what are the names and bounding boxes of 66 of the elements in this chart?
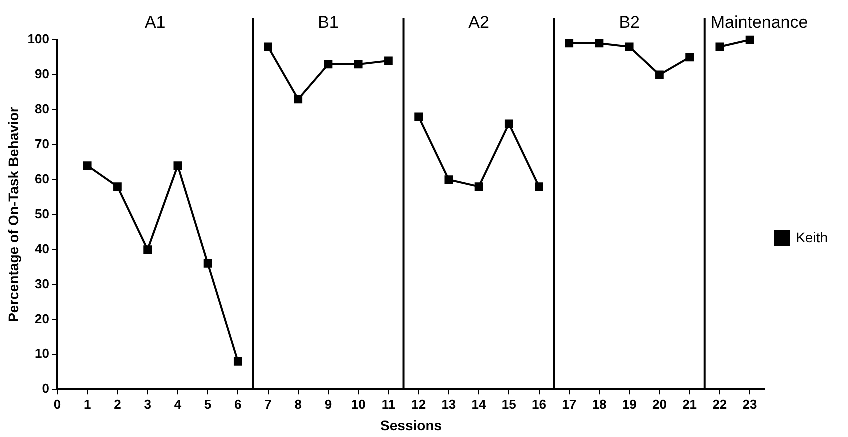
x-tick-label: 18 <box>592 396 607 412</box>
x-tick-label: 23 <box>742 396 758 412</box>
y-tick-label: 50 <box>35 206 50 222</box>
x-tick-label: 20 <box>652 396 667 412</box>
x-tick-label: 15 <box>502 396 516 412</box>
point <box>324 60 333 69</box>
y-axis-title: Percentage of On-Task Behavior <box>5 106 22 322</box>
point <box>83 162 92 170</box>
point <box>384 56 393 66</box>
point <box>656 70 664 80</box>
text: A2 <box>468 13 490 32</box>
point <box>716 42 724 52</box>
x-tick-label: 17 <box>562 396 577 412</box>
point <box>354 60 363 69</box>
text: B1 <box>318 13 339 32</box>
x-tick-label: 3 <box>144 396 152 412</box>
y-tick-label: 70 <box>35 136 50 152</box>
x-axis-title: Sessions <box>380 417 442 434</box>
point <box>414 112 423 122</box>
point <box>565 39 574 48</box>
y-tick-label: 10 <box>35 346 50 362</box>
x-tick-label: 9 <box>324 396 332 412</box>
point <box>686 53 694 62</box>
x-tick-label: 8 <box>294 396 302 412</box>
x-tick-label: 5 <box>204 396 212 412</box>
y-tick-label: 60 <box>35 171 50 186</box>
x-tick-label: 6 <box>234 396 242 412</box>
point <box>294 95 303 104</box>
legend-label: Keith <box>796 229 828 246</box>
point <box>234 357 242 366</box>
y-tick-label: 90 <box>35 66 50 82</box>
y-tick-label: 0 <box>42 381 50 396</box>
x-tick-label: 21 <box>682 396 698 412</box>
x-tick-label: 4 <box>174 396 182 412</box>
point <box>264 42 272 52</box>
y-tick-label: 100 <box>28 32 50 47</box>
point <box>746 36 754 44</box>
x-tick-label: 12 <box>412 396 426 412</box>
x-tick-label: 10 <box>351 396 366 412</box>
y-tick-label: 20 <box>35 311 50 326</box>
x-tick-label: 1 <box>84 396 92 412</box>
x-tick-label: 22 <box>712 396 728 412</box>
x-tick-label: 2 <box>114 396 122 412</box>
point <box>114 182 122 192</box>
y-tick-label: 30 <box>35 276 50 292</box>
x-tick-label: 11 <box>382 396 396 412</box>
x-tick-label: 7 <box>264 396 272 412</box>
point <box>474 182 484 192</box>
x-tick-label: 16 <box>532 396 546 412</box>
point <box>535 182 544 192</box>
point <box>625 42 634 52</box>
point <box>174 162 182 170</box>
x-tick-label: 14 <box>472 396 488 412</box>
point <box>204 260 212 268</box>
x-tick-label: 0 <box>54 396 62 412</box>
point <box>144 246 152 254</box>
y-tick-label: 80 <box>35 102 50 116</box>
y-tick-label: 40 <box>35 241 50 256</box>
text: Maintenance <box>710 13 808 32</box>
x-tick-label: 19 <box>622 396 637 412</box>
text: A1 <box>144 13 166 32</box>
point <box>504 120 514 128</box>
x-tick-label: 13 <box>442 396 456 412</box>
text: B2 <box>619 13 640 32</box>
point <box>595 39 604 48</box>
point <box>444 176 454 184</box>
